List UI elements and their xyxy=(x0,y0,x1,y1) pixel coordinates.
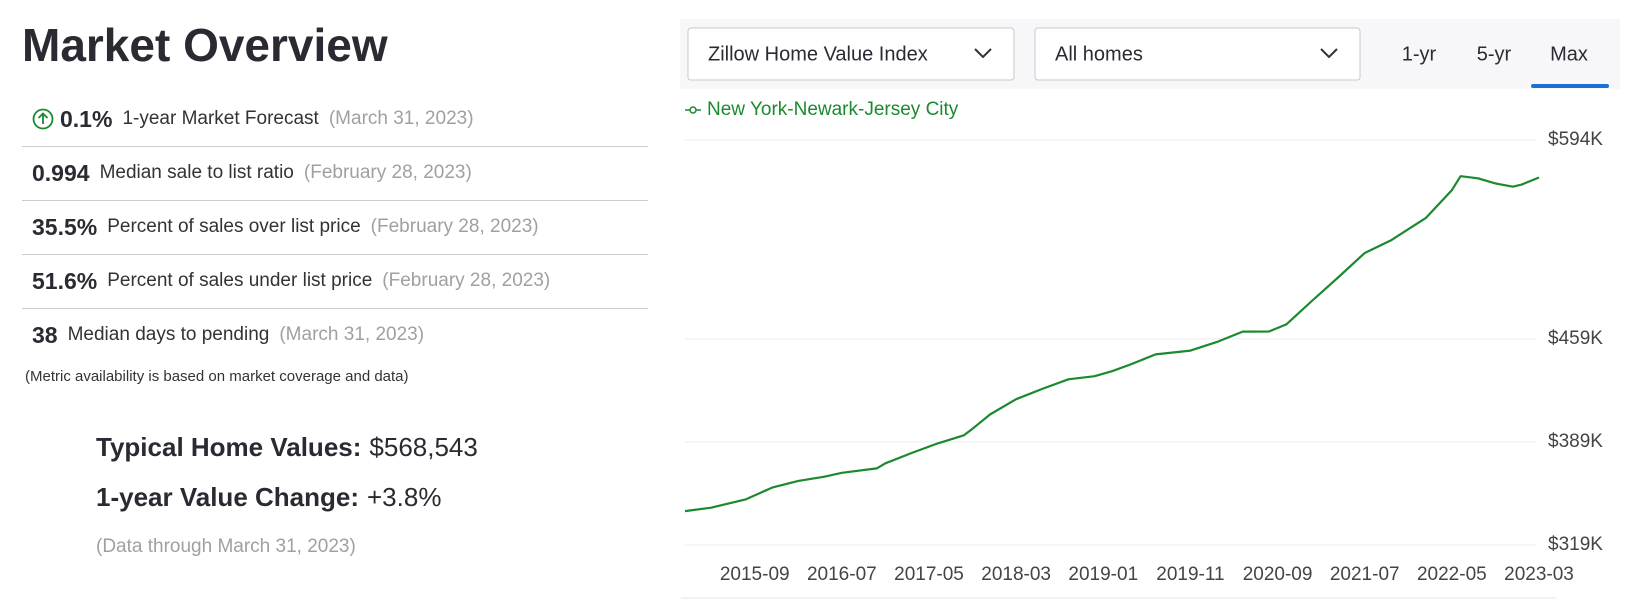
x-tick-label: 2019-11 xyxy=(1156,564,1224,585)
x-tick-label: 2019-01 xyxy=(1068,564,1138,585)
summary-value: +3.8% xyxy=(367,482,442,512)
page-title: Market Overview xyxy=(22,19,388,71)
up-icon xyxy=(32,108,54,130)
chevron xyxy=(1320,48,1338,59)
metric-label: 1-year Market Forecast xyxy=(122,108,319,129)
legend-marker xyxy=(689,106,697,114)
data-through: (Data through March 31, 2023) xyxy=(96,536,356,557)
overview-panel: Market Overview 0.1% 1-year Market Foreca… xyxy=(0,0,660,601)
legend-label: New York-Newark-Jersey City xyxy=(707,99,959,120)
metric-row: 35.5% Percent of sales over list price (Fe… xyxy=(22,200,648,255)
series-line xyxy=(684,175,1540,513)
range-tab[interactable]: 5-yr xyxy=(1477,43,1512,65)
index-dropdown[interactable] xyxy=(687,27,1015,81)
metric-row: 38 Median days to pending (March 31, 2023) xyxy=(22,308,648,362)
metric-date: (February 28, 2023) xyxy=(382,270,551,291)
chart: Zillow Home Value Index All homes 1-yr 5-… xyxy=(680,19,1620,599)
range-tab[interactable]: 1-yr xyxy=(1402,43,1437,65)
chevron xyxy=(974,48,992,59)
summary-label: Typical Home Values: xyxy=(96,432,362,462)
y-tick-label: $389K xyxy=(1548,431,1603,452)
dropdown-label: Zillow Home Value Index xyxy=(708,43,928,65)
home-type-dropdown[interactable] xyxy=(1034,27,1361,81)
y-tick-label: $459K xyxy=(1548,328,1603,349)
metric-value: 51.6% xyxy=(32,267,98,294)
dropdown-label: All homes xyxy=(1055,43,1143,65)
metric-date: (February 28, 2023) xyxy=(303,162,472,183)
metric-date: (March 31, 2023) xyxy=(279,324,425,345)
metric-value: 35.5% xyxy=(32,213,98,240)
note: (Metric availability is based on market … xyxy=(25,368,409,385)
summary-value: $568,543 xyxy=(369,432,478,462)
x-tick-label: 2021-07 xyxy=(1330,564,1400,585)
x-tick-label: 2023-03 xyxy=(1504,564,1574,585)
metric-label: Median sale to list ratio xyxy=(99,162,294,183)
x-tick-label: 2017-05 xyxy=(894,564,964,585)
x-tick-label: 2015-09 xyxy=(720,564,790,585)
x-tick-label: 2018-03 xyxy=(981,564,1051,585)
metric-row: 51.6% Percent of sales under list price (F… xyxy=(22,254,648,309)
y-tick-label: $319K xyxy=(1548,534,1603,555)
range-tab[interactable]: Max xyxy=(1550,43,1588,65)
metric-row: 0.1% 1-year Market Forecast (March 31, 202… xyxy=(22,92,648,147)
metric-label: Percent of sales under list price xyxy=(107,270,373,291)
summary-label: 1-year Value Change: xyxy=(96,482,359,512)
metric-label: Percent of sales over list price xyxy=(107,216,361,237)
summary-line: 1-year Value Change: +3.8% xyxy=(96,482,441,513)
x-tick-label: 2020-09 xyxy=(1243,564,1313,585)
active-tab-underline xyxy=(1531,84,1609,88)
metric-date: (February 28, 2023) xyxy=(370,216,539,237)
metric-date: (March 31, 2023) xyxy=(328,108,474,129)
x-tick-label: 2022-05 xyxy=(1417,564,1487,585)
metric-row: 0.994 Median sale to list ratio (February … xyxy=(22,146,648,201)
x-tick-label: 2016-07 xyxy=(807,564,877,585)
metric-value: 0.1% xyxy=(60,105,113,132)
metric-value: 0.994 xyxy=(32,159,90,186)
summary-line: Typical Home Values: $568,543 xyxy=(96,432,478,463)
metric-label: Median days to pending xyxy=(67,324,270,345)
y-tick-label: $594K xyxy=(1548,129,1603,150)
metric-value: 38 xyxy=(32,321,58,348)
